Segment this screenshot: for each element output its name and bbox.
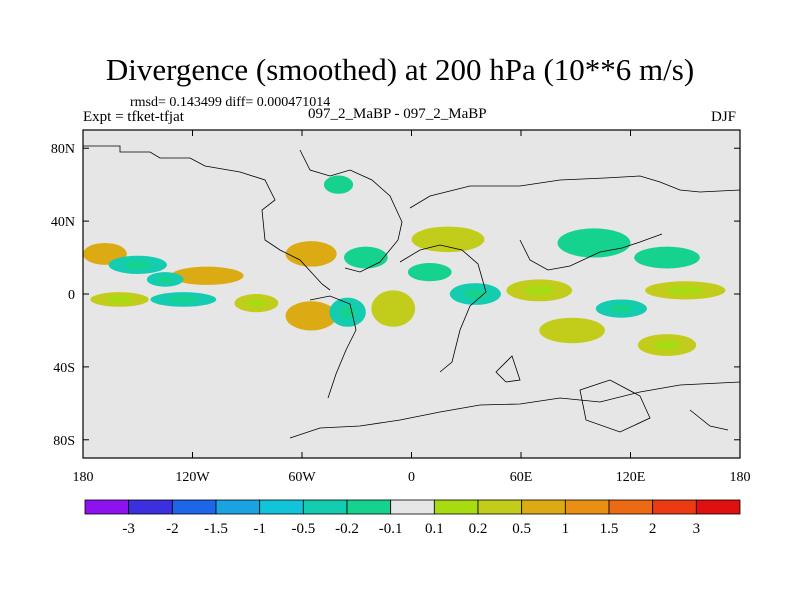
comparison-label: 097_2_MaBP - 097_2_MaBP: [308, 106, 487, 122]
divergence-field: [83, 175, 726, 356]
divergence-core-3: [156, 276, 174, 283]
divergence-core-21: [331, 180, 346, 189]
divergence-core-20: [609, 304, 633, 313]
y-tick-label: 80S: [53, 434, 75, 449]
season-label: DJF: [711, 109, 737, 125]
colorbar-label: -2: [166, 521, 179, 537]
divergence-core-17: [652, 252, 682, 263]
colorbar-swatch: [477, 499, 523, 515]
divergence-core-8: [246, 299, 267, 308]
x-tick-label: 180: [730, 470, 751, 485]
colorbar-label: -0.1: [379, 521, 403, 537]
y-tick-label: 40N: [51, 215, 75, 230]
divergence-core-4: [299, 248, 323, 260]
x-tick-label: 120E: [616, 470, 646, 485]
colorbar-label: 1: [562, 521, 570, 537]
divergence-core-15: [524, 285, 555, 296]
y-tick-label: 40S: [53, 361, 75, 376]
colorbar: -3 -2 -1.5 -1 -0.5 -0.2 -0.1 0.1 0.2 0.5 1 1.5 2 3: [84, 499, 741, 537]
colorbar-swatch: [652, 499, 697, 515]
divergence-core-5: [356, 252, 376, 263]
divergence-core-11: [383, 300, 404, 317]
divergence-core-9: [299, 309, 323, 323]
colorbar-swatch: [695, 499, 741, 515]
colorbar-label: -1.5: [204, 521, 228, 537]
divergence-core-12: [431, 233, 465, 246]
colorbar-swatch: [128, 499, 173, 515]
colorbar-label: 2: [649, 521, 657, 537]
colorbar-label: -0.5: [291, 521, 315, 537]
divergence-core-18: [667, 286, 704, 295]
x-tick-label: 60W: [288, 470, 316, 485]
divergence-core-10: [339, 305, 356, 319]
colorbar-label: 0.1: [425, 521, 444, 537]
experiment-label: Expt = tfket-tfjat: [83, 109, 184, 125]
divergence-core-1: [124, 260, 151, 269]
x-tick-label: 180: [73, 470, 94, 485]
chart-title: Divergence (smoothed) at 200 hPa (10**6 …: [105, 52, 695, 87]
coastline-outline: [83, 145, 740, 439]
colorbar-swatch: [84, 499, 130, 515]
colorbar-swatch: [390, 499, 435, 515]
colorbar-swatch: [259, 499, 304, 515]
colorbar-label: 1.5: [600, 521, 619, 537]
x-tick-label: 120W: [175, 470, 210, 485]
colorbar-swatch: [433, 499, 479, 515]
y-tick-label: 80N: [51, 142, 75, 157]
x-tick-label: 60E: [510, 470, 533, 485]
colorbar-swatch: [171, 499, 217, 515]
colorbar-swatch: [346, 499, 392, 515]
map-axes: 180 120W 60W 0 60E 120E 180 80N 40N 0 40S 80S: [51, 130, 751, 485]
colorbar-swatch: [564, 499, 610, 515]
divergence-core-6: [106, 296, 133, 303]
colorbar-label: -0.2: [335, 521, 359, 537]
stats-label: rmsd= 0.143499 diff= 0.000471014: [130, 95, 331, 110]
colorbar-label: 0.2: [469, 521, 488, 537]
divergence-core-7: [168, 296, 199, 303]
colorbar-label: -3: [122, 521, 135, 537]
divergence-core-16: [577, 236, 611, 250]
colorbar-swatch: [302, 499, 348, 515]
colorbar-swatch: [608, 499, 654, 515]
divergence-core-22: [653, 340, 681, 350]
colorbar-swatch: [521, 499, 566, 515]
colorbar-swatch: [215, 499, 261, 515]
colorbar-label: 3: [693, 521, 701, 537]
colorbar-label: 0.5: [512, 521, 531, 537]
divergence-core-2: [190, 271, 224, 280]
divergence-core-13: [419, 268, 440, 277]
divergence-core-0: [95, 248, 115, 259]
y-tick-label: 0: [68, 288, 75, 303]
colorbar-label: -1: [253, 521, 266, 537]
divergence-core-19: [557, 324, 587, 337]
x-tick-label: 0: [408, 470, 415, 485]
